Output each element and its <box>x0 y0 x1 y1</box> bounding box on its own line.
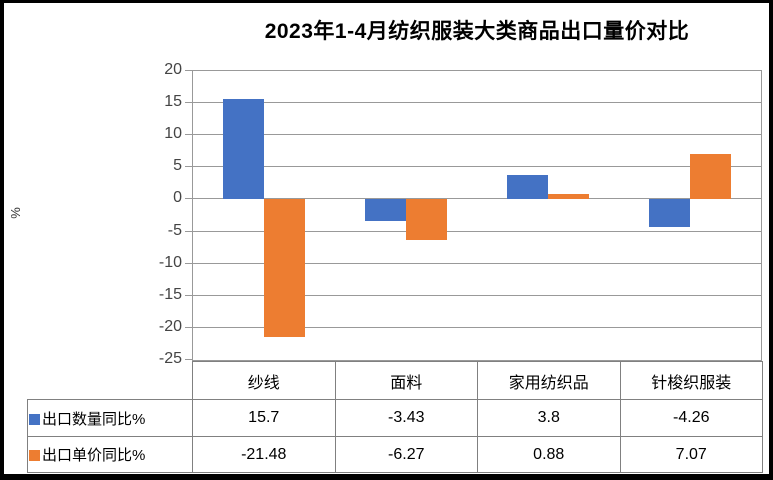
table-cell-value: 3.8 <box>477 399 621 437</box>
table-cell-value: 0.88 <box>477 436 621 473</box>
table-row-header: 出口数量同比% <box>27 399 193 437</box>
y-tick-label: -20 <box>158 317 182 335</box>
table-cell-value: -4.26 <box>619 399 763 437</box>
table-col-header: 面料 <box>334 361 478 400</box>
chart-title: 2023年1-4月纺织服装大类商品出口量价对比 <box>264 20 690 43</box>
table-row-header: 出口单价同比% <box>27 436 193 473</box>
bar-出口数量同比%-针梭织服装 <box>649 199 690 227</box>
gridline <box>193 294 761 296</box>
y-tick-mark <box>185 294 192 296</box>
bar-出口单价同比%-家用纺织品 <box>548 193 589 200</box>
plot-area <box>192 70 762 361</box>
y-tick-label: 15 <box>164 93 182 111</box>
gridline <box>193 134 761 136</box>
data-table: 纱线 面料 家用纺织品 针梭织服装出口数量同比% 15.7 -3.43 3.8 -4.26 出口… <box>27 361 763 473</box>
y-tick-label: 0 <box>173 189 182 207</box>
bar-出口数量同比%-纱线 <box>223 98 264 200</box>
gridline <box>193 230 761 232</box>
bar-出口单价同比%-面料 <box>406 199 447 240</box>
gridline <box>193 166 761 168</box>
table-cell-value: -3.43 <box>334 399 478 437</box>
legend-key-icon <box>29 413 40 425</box>
y-tick-mark <box>185 102 192 104</box>
gridline <box>193 262 761 264</box>
y-tick-label: -5 <box>167 221 182 239</box>
table-cell-value: 7.07 <box>619 436 763 473</box>
table-cell-value: -6.27 <box>334 436 478 473</box>
bar-出口单价同比%-针梭织服装 <box>690 154 731 200</box>
table-col-header: 针梭织服装 <box>619 361 763 400</box>
gridline <box>193 198 761 200</box>
y-tick-mark <box>185 70 192 71</box>
legend-key-icon <box>29 450 40 461</box>
y-axis-title: % <box>8 207 23 219</box>
y-tick-mark <box>185 198 192 200</box>
y-tick-label: -10 <box>158 253 182 271</box>
gridline <box>193 326 761 328</box>
y-tick-mark <box>185 326 192 328</box>
y-tick-label: 20 <box>164 61 182 78</box>
y-tick-label: 10 <box>164 125 182 143</box>
y-tick-label: 5 <box>173 157 182 175</box>
y-tick-label: -15 <box>158 285 182 303</box>
gridline <box>193 102 761 104</box>
table-cell-value: 15.7 <box>192 399 336 437</box>
table-corner-blank <box>28 362 193 400</box>
bar-出口单价同比%-纱线 <box>264 199 305 338</box>
table-col-header: 家用纺织品 <box>477 361 621 400</box>
y-tick-mark <box>185 134 192 136</box>
table-cell-value: -21.48 <box>192 436 336 473</box>
y-tick-label: -25 <box>158 350 182 367</box>
y-tick-mark <box>185 166 192 168</box>
y-tick-mark <box>185 230 192 232</box>
bar-出口数量同比%-家用纺织品 <box>507 175 548 200</box>
y-tick-mark <box>185 359 192 360</box>
bar-出口数量同比%-面料 <box>365 199 406 222</box>
y-tick-mark <box>185 262 192 264</box>
table-col-header: 纱线 <box>192 361 336 400</box>
